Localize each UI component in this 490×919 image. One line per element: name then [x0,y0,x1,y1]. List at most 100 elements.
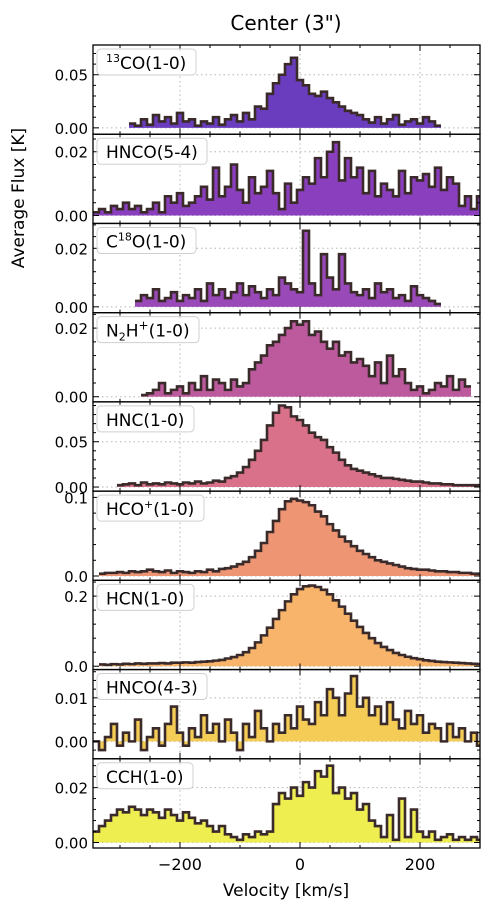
y-tick-label: 0.00 [55,389,88,407]
legend-box [96,583,195,611]
y-tick-label: 0.02 [55,780,88,798]
legend-main: CO(1-0) [120,54,186,74]
series-group [93,674,480,752]
legend-sup: 13 [106,52,120,65]
panel-label: HCO+(1-0) [96,494,205,522]
panel-label: HNCO(5-4) [96,137,208,165]
legend-main: CCH(1-0) [106,768,184,788]
panel-9: 0.00 0.02 CCH(1-0) [55,758,481,853]
y-tick-label: 0.01 [55,690,88,708]
panel-3: 0.00 0.02 C18O(1-0) [55,222,481,317]
y-tick-label: 0.00 [55,479,88,497]
series-group [129,56,441,128]
legend-text: HNCO(4-3) [106,679,198,699]
series-fill [129,57,441,128]
panel-2: 0.00 0.02 HNCO(5-4) [55,133,481,225]
series-step-line [129,56,441,128]
panel-label: N2H+(1-0) [96,316,200,344]
legend-main: HNC(1-0) [106,411,184,431]
legend-text: HCO+(1-0) [106,498,194,520]
panel-7: 0.0 0.2 HCN(1-0) [64,579,481,676]
legend-text: HCN(1-0) [106,589,184,609]
x-tick-label: −200 [158,855,202,874]
series-fill [99,498,480,577]
legend-tail: (1-0) [149,322,190,342]
series-group [99,584,480,667]
legend-sup: 18 [118,230,132,243]
series-step-line [93,140,480,214]
y-tick-label: 0.00 [55,299,88,317]
series-step-line [117,404,480,487]
panel-label: C18O(1-0) [96,226,197,254]
y-tick-label: 0.00 [55,207,88,225]
legend-main: HCO [106,500,144,520]
series-fill [99,585,480,667]
legend-main: HNCO(4-3) [106,679,198,699]
x-tick-label: 200 [405,855,436,874]
panel-label: CCH(1-0) [96,762,194,790]
legend-box [96,137,208,165]
legend-sup: + [144,498,153,511]
x-axis-label: Velocity [km/s] [223,881,349,901]
panel-5: 0.00 0.05 HNC(1-0) [55,401,481,497]
legend-box [96,494,205,522]
x-tick-label: 0 [295,855,305,874]
series-fill [93,142,480,216]
legend-main: HNCO(5-4) [106,143,198,163]
legend-tail: O(1-0) [132,232,186,252]
legend-text: C18O(1-0) [106,230,186,252]
series-step-line [93,674,480,752]
y-tick-label: 0.05 [55,434,88,452]
legend-mid: H [126,322,139,342]
series-fill [93,765,480,843]
series-step-line [99,584,480,667]
chart-title: Center (3") [230,11,341,35]
y-tick-label: 0.00 [55,835,88,853]
panel-4: 0.00 0.02 N2H+(1-0) [55,312,481,407]
legend-box [96,48,197,76]
series-fill [117,405,480,488]
panel-6: 0.0 0.1 HCO+(1-0) [64,489,481,586]
series-step-line [135,229,441,306]
series-group [93,140,480,216]
legend-tail: (1-0) [153,500,194,520]
panel-label: HNCO(4-3) [96,673,208,701]
y-tick-label: 0.2 [64,588,88,606]
legend-sup: + [139,319,149,333]
series-fill [135,230,441,307]
legend-text: N2H+(1-0) [106,319,190,344]
legend-text: HNC(1-0) [106,411,184,431]
legend-box [96,762,194,790]
panel-label: HNC(1-0) [96,405,195,433]
panel-label: HCN(1-0) [96,583,195,611]
legend-text: CCH(1-0) [106,768,184,788]
panel-label: 13CO(1-0) [96,48,197,76]
series-group [99,497,480,577]
y-axis-label: Average Flux [K] [9,128,29,268]
legend-main: N [106,322,119,342]
y-tick-label: 0.05 [55,67,88,85]
series-group [141,319,471,397]
legend-text: HNCO(5-4) [106,143,198,163]
series-step-line [93,764,480,842]
legend-main: C [106,232,118,252]
legend-text: 13CO(1-0) [106,52,186,74]
legend-box [96,673,208,701]
legend-sub: 2 [119,331,126,344]
series-group [93,764,480,843]
y-tick-label: 0.02 [55,144,88,162]
legend-main: HCN(1-0) [106,589,184,609]
y-tick-label: 0.00 [55,120,88,138]
y-tick-label: 0.00 [55,733,88,751]
panel-frame [92,758,481,849]
legend-box [96,316,200,344]
y-tick-label: 0.0 [64,568,88,586]
legend-box [96,226,197,254]
series-step-line [141,319,471,397]
series-group [117,404,480,488]
series-fill [141,321,471,397]
panel-8: 0.00 0.01 HNCO(4-3) [55,668,481,760]
